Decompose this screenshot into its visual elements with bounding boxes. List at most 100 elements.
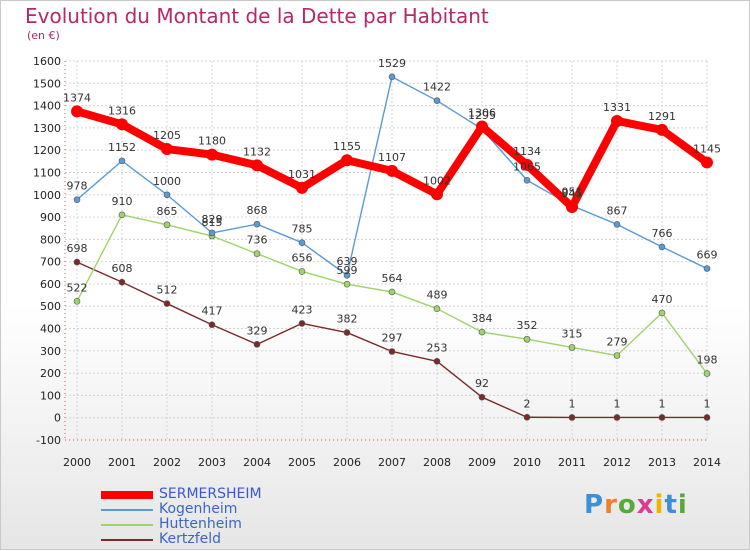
data-point-kertzfeld <box>703 414 711 421</box>
data-label-kertzfeld: 423 <box>292 303 313 316</box>
x-tick-label: 2003 <box>198 456 226 469</box>
legend-item: Huttenheim <box>101 517 262 532</box>
logo-letter: x <box>636 490 655 520</box>
data-label-sermersheim: 1107 <box>378 151 406 164</box>
data-label-kogenheim: 867 <box>607 204 628 217</box>
data-label-sermersheim: 1145 <box>693 142 721 155</box>
data-point-sermersheim <box>71 105 83 118</box>
data-label-kertzfeld: 608 <box>112 262 133 275</box>
data-label-kertzfeld: 698 <box>67 242 88 255</box>
data-label-huttenheim: 315 <box>562 327 583 340</box>
data-point-huttenheim <box>568 344 576 351</box>
data-point-sermersheim <box>206 148 218 161</box>
data-label-huttenheim: 599 <box>337 264 358 277</box>
data-label-huttenheim: 198 <box>697 354 718 367</box>
data-label-sermersheim: 1291 <box>648 110 676 123</box>
data-point-kogenheim <box>613 221 621 228</box>
x-tick-label: 2010 <box>513 456 541 469</box>
data-point-sermersheim <box>251 159 263 172</box>
series-layer <box>71 73 713 421</box>
data-label-sermersheim: 1316 <box>108 104 136 117</box>
data-point-kogenheim <box>163 191 171 199</box>
data-point-kertzfeld <box>118 278 126 286</box>
data-point-huttenheim <box>658 309 666 317</box>
data-point-sermersheim <box>296 181 308 194</box>
data-point-kogenheim <box>253 220 261 228</box>
data-label-kogenheim: 639 <box>337 255 358 268</box>
logo-letter: o <box>617 490 637 520</box>
data-point-kertzfeld <box>73 258 81 266</box>
data-point-kogenheim <box>118 157 126 165</box>
y-tick-label: 1200 <box>33 144 61 157</box>
data-label-sermersheim: 1002 <box>423 174 451 187</box>
data-point-huttenheim <box>343 280 351 288</box>
data-label-huttenheim: 736 <box>247 234 268 247</box>
data-label-sermersheim: 1306 <box>468 107 496 120</box>
x-tick-label: 2005 <box>288 456 316 469</box>
data-label-huttenheim: 384 <box>472 312 493 325</box>
y-tick-label: 300 <box>40 345 61 358</box>
x-tick-label: 2000 <box>63 456 91 469</box>
data-label-sermersheim: 1331 <box>603 101 631 114</box>
data-label-kertzfeld: 1 <box>704 397 711 410</box>
data-label-kertzfeld: 512 <box>157 284 178 297</box>
y-tick-label: 800 <box>40 233 61 246</box>
data-point-huttenheim <box>73 298 81 305</box>
data-point-sermersheim <box>476 120 488 133</box>
data-point-kertzfeld <box>523 413 531 421</box>
data-label-kertzfeld: 1 <box>569 397 576 410</box>
data-point-kertzfeld <box>433 358 441 365</box>
legend-swatch <box>101 490 153 499</box>
y-tick-label: 700 <box>40 256 61 269</box>
legend-label: SERMERSHEIM <box>159 486 262 502</box>
data-point-huttenheim <box>478 328 486 336</box>
data-point-sermersheim <box>116 118 128 131</box>
data-point-kogenheim <box>208 229 216 237</box>
data-label-huttenheim: 910 <box>112 195 133 208</box>
x-tick-label: 2014 <box>693 456 721 469</box>
data-label-sermersheim: 1031 <box>288 168 316 181</box>
logo-letter: P <box>584 490 605 520</box>
data-point-sermersheim <box>611 114 623 127</box>
y-tick-label: 900 <box>40 211 61 224</box>
data-label-huttenheim: 815 <box>202 216 223 229</box>
data-point-sermersheim <box>701 156 713 169</box>
y-tick-label: 1100 <box>33 166 61 179</box>
y-tick-label: 400 <box>40 323 61 336</box>
data-point-kertzfeld <box>298 320 306 327</box>
data-label-kogenheim: 766 <box>652 227 673 240</box>
data-label-huttenheim: 865 <box>157 205 178 218</box>
data-point-kertzfeld <box>613 414 621 421</box>
data-point-huttenheim <box>163 221 171 229</box>
data-label-kertzfeld: 1 <box>614 397 621 410</box>
data-point-kertzfeld <box>343 329 351 336</box>
proxiti-logo: Proxiti <box>584 490 688 520</box>
legend-swatch <box>101 508 153 511</box>
data-label-kogenheim: 785 <box>292 223 313 236</box>
data-point-sermersheim <box>656 123 668 136</box>
legend-label: Huttenheim <box>159 516 242 532</box>
data-point-kogenheim <box>703 265 711 272</box>
data-point-kogenheim <box>523 176 531 184</box>
data-point-sermersheim <box>431 188 443 201</box>
data-point-sermersheim <box>341 154 353 167</box>
data-point-kertzfeld <box>163 300 171 307</box>
data-point-huttenheim <box>388 288 396 296</box>
data-point-huttenheim <box>298 268 306 275</box>
data-point-kertzfeld <box>208 321 216 329</box>
y-tick-label: 1300 <box>33 122 61 135</box>
data-point-sermersheim <box>161 143 173 156</box>
data-label-sermersheim: 1374 <box>63 91 91 104</box>
data-label-kertzfeld: 329 <box>247 324 268 337</box>
data-label-sermersheim: 1134 <box>513 145 541 158</box>
data-label-huttenheim: 656 <box>292 251 313 264</box>
data-label-kogenheim: 1152 <box>108 141 136 154</box>
data-point-huttenheim <box>523 335 531 343</box>
y-tick-label: -100 <box>36 434 61 447</box>
legend-item: Kogenheim <box>101 502 262 517</box>
data-labels: 698 608 512 417 329 423 382 297 253 92 2 1 1 1 1 522 910… <box>63 57 721 411</box>
data-label-kogenheim: 669 <box>697 249 718 262</box>
data-label-sermersheim: 1155 <box>333 140 361 153</box>
x-tick-label: 2006 <box>333 456 361 469</box>
